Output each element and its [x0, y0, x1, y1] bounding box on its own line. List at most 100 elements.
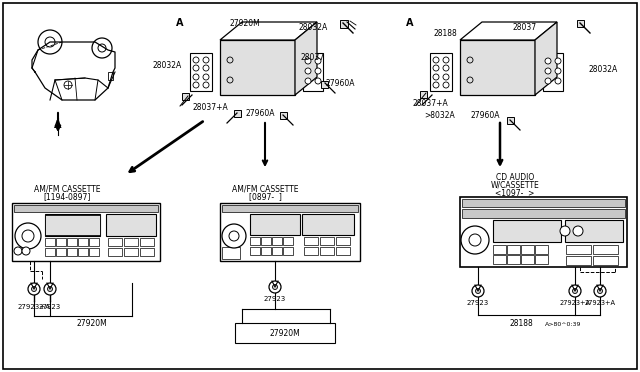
- Circle shape: [193, 82, 199, 88]
- Circle shape: [14, 247, 22, 255]
- Bar: [593, 245, 618, 254]
- Circle shape: [545, 68, 551, 74]
- Circle shape: [598, 289, 602, 294]
- Circle shape: [44, 283, 56, 295]
- Bar: [12, 203, 160, 261]
- Circle shape: [15, 223, 41, 249]
- Bar: [67, 248, 77, 256]
- Circle shape: [28, 283, 40, 295]
- Bar: [67, 238, 77, 246]
- Text: [1194-0897]: [1194-0897]: [44, 192, 91, 202]
- Bar: [222, 205, 358, 212]
- Bar: [462, 199, 625, 207]
- Bar: [493, 245, 506, 254]
- Circle shape: [461, 226, 489, 254]
- Bar: [507, 117, 514, 124]
- Text: A: A: [176, 18, 184, 28]
- Text: 28037+A: 28037+A: [412, 99, 448, 108]
- Bar: [321, 81, 328, 88]
- Bar: [304, 237, 318, 245]
- Circle shape: [443, 74, 449, 80]
- Bar: [593, 256, 618, 265]
- Bar: [535, 255, 548, 264]
- Bar: [543, 53, 563, 91]
- Bar: [45, 214, 100, 236]
- Bar: [56, 248, 66, 256]
- Bar: [140, 238, 154, 246]
- Circle shape: [222, 224, 246, 248]
- Bar: [140, 248, 154, 256]
- Bar: [302, 214, 354, 235]
- Circle shape: [443, 65, 449, 71]
- Bar: [507, 255, 520, 264]
- Circle shape: [573, 226, 583, 236]
- Text: 28032A: 28032A: [152, 61, 182, 70]
- Circle shape: [433, 57, 439, 63]
- Text: 27923: 27923: [264, 296, 286, 302]
- Bar: [521, 245, 534, 254]
- Circle shape: [555, 78, 561, 84]
- Circle shape: [315, 58, 321, 64]
- Bar: [283, 247, 293, 255]
- Polygon shape: [295, 22, 317, 95]
- Circle shape: [203, 82, 209, 88]
- Text: 27960A: 27960A: [245, 109, 275, 118]
- Text: 28188: 28188: [433, 29, 457, 38]
- Circle shape: [315, 78, 321, 84]
- Bar: [430, 53, 452, 91]
- Bar: [283, 237, 293, 245]
- Bar: [124, 238, 138, 246]
- Bar: [272, 237, 282, 245]
- Bar: [493, 255, 506, 264]
- Bar: [565, 220, 623, 242]
- Circle shape: [193, 74, 199, 80]
- Text: AM/FM CASSETTE: AM/FM CASSETTE: [34, 185, 100, 193]
- Text: A>80^0:39: A>80^0:39: [545, 321, 582, 327]
- Circle shape: [555, 58, 561, 64]
- Text: 27923: 27923: [467, 300, 489, 306]
- Bar: [566, 245, 591, 254]
- Text: 27920M: 27920M: [269, 330, 300, 339]
- Text: A: A: [54, 120, 61, 130]
- Text: 27923: 27923: [39, 304, 61, 310]
- Bar: [190, 53, 212, 91]
- Bar: [462, 209, 625, 218]
- Bar: [566, 256, 591, 265]
- Bar: [124, 248, 138, 256]
- Circle shape: [203, 57, 209, 63]
- Bar: [272, 247, 282, 255]
- Bar: [78, 248, 88, 256]
- Polygon shape: [220, 22, 317, 40]
- Bar: [220, 203, 360, 261]
- Bar: [303, 53, 323, 91]
- Circle shape: [203, 65, 209, 71]
- Text: 27960A: 27960A: [470, 110, 500, 119]
- Text: 28032A: 28032A: [588, 65, 618, 74]
- Bar: [108, 72, 113, 80]
- Circle shape: [433, 82, 439, 88]
- Circle shape: [315, 68, 321, 74]
- Circle shape: [472, 285, 484, 297]
- Bar: [460, 40, 535, 95]
- Text: >8032A: >8032A: [424, 110, 456, 119]
- Circle shape: [433, 74, 439, 80]
- Bar: [507, 245, 520, 254]
- Bar: [56, 238, 66, 246]
- Circle shape: [193, 57, 199, 63]
- Polygon shape: [460, 22, 557, 40]
- Circle shape: [305, 58, 311, 64]
- Text: 27923+A: 27923+A: [559, 300, 591, 306]
- Bar: [108, 238, 122, 246]
- Circle shape: [555, 68, 561, 74]
- Bar: [304, 247, 318, 255]
- Bar: [280, 112, 287, 119]
- Bar: [320, 247, 334, 255]
- Text: 27923+A: 27923+A: [584, 300, 616, 306]
- Bar: [336, 247, 350, 255]
- Bar: [45, 238, 55, 246]
- Circle shape: [305, 68, 311, 74]
- Circle shape: [594, 285, 606, 297]
- Bar: [106, 214, 156, 236]
- Bar: [535, 245, 548, 254]
- Circle shape: [433, 65, 439, 71]
